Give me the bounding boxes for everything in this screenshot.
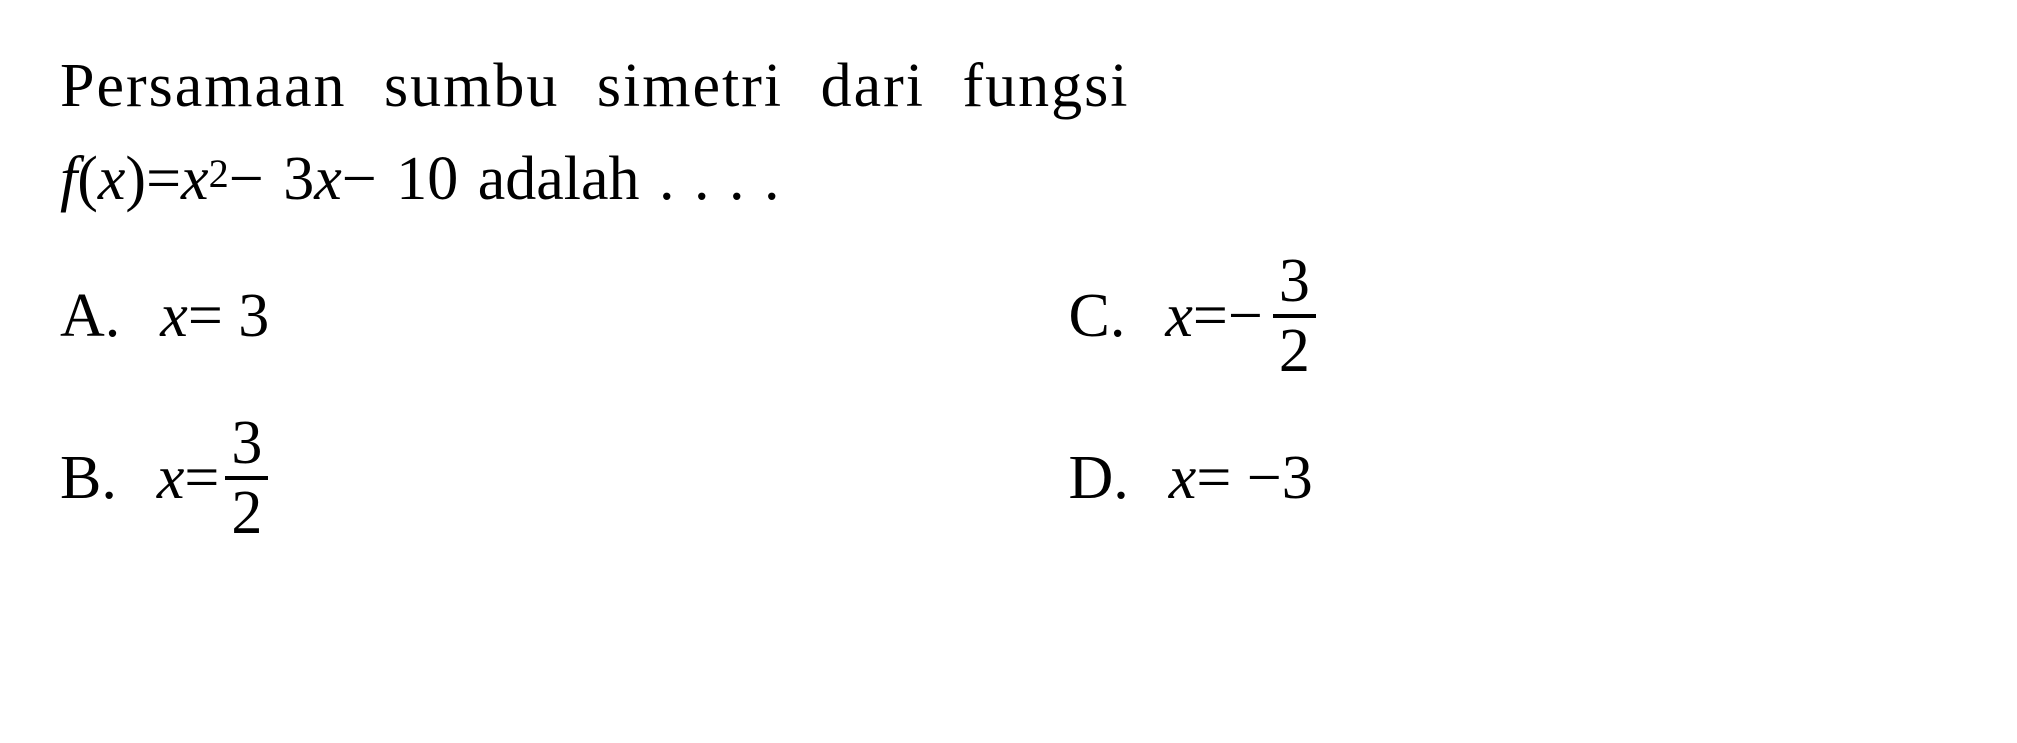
option-c-label: C. — [1069, 270, 1126, 363]
option-a-var: x — [160, 270, 188, 363]
option-d: D. x = −3 — [1069, 412, 1958, 544]
equals-sign: = — [146, 133, 181, 226]
option-c-fraction: 32 — [1273, 250, 1316, 382]
question-line2: f(x) = x2 − 3x − 10 adalah . . . . — [60, 133, 1957, 226]
term2-var: x — [314, 133, 342, 226]
option-c-eq: = — [1193, 270, 1228, 363]
option-d-value: = −3 — [1196, 432, 1312, 525]
option-b-label: B. — [60, 432, 117, 525]
option-a-label: A. — [60, 270, 120, 363]
paren-open: ( — [77, 133, 98, 226]
option-d-equation: x = −3 — [1169, 432, 1313, 525]
term1-exponent: 2 — [209, 144, 229, 204]
function-variable: x — [98, 133, 126, 226]
option-c-equation: x = −32 — [1165, 250, 1321, 382]
option-c-denominator: 2 — [1273, 314, 1316, 382]
option-a-equation: x = 3 — [160, 270, 269, 363]
option-d-var: x — [1169, 432, 1197, 525]
option-a: A. x = 3 — [60, 250, 949, 382]
question-text: Persamaan sumbu simetri dari fungsi f(x)… — [60, 40, 1957, 226]
question-line1: Persamaan sumbu simetri dari fungsi — [60, 40, 1957, 133]
option-d-label: D. — [1069, 432, 1129, 525]
option-b-fraction: 32 — [225, 412, 268, 544]
option-c-var: x — [1165, 270, 1193, 363]
option-b-equation: x = 32 — [157, 412, 275, 544]
options-grid: A. x = 3 C. x = −32 B. x = 32 D. x = −3 — [60, 250, 1957, 544]
term1-var: x — [181, 133, 209, 226]
rest-text: − 10 adalah . . . . — [342, 133, 780, 226]
option-c-numerator: 3 — [1273, 250, 1316, 314]
option-b-numerator: 3 — [225, 412, 268, 476]
function-f: f — [60, 133, 77, 226]
minus-3: − 3 — [229, 133, 314, 226]
option-c-neg: − — [1228, 270, 1263, 363]
option-a-value: = 3 — [188, 270, 269, 363]
option-c: C. x = −32 — [1069, 250, 1958, 382]
option-b-var: x — [157, 432, 185, 525]
option-b-denominator: 2 — [225, 476, 268, 544]
option-b: B. x = 32 — [60, 412, 949, 544]
paren-close: ) — [125, 133, 146, 226]
option-b-eq: = — [184, 432, 219, 525]
